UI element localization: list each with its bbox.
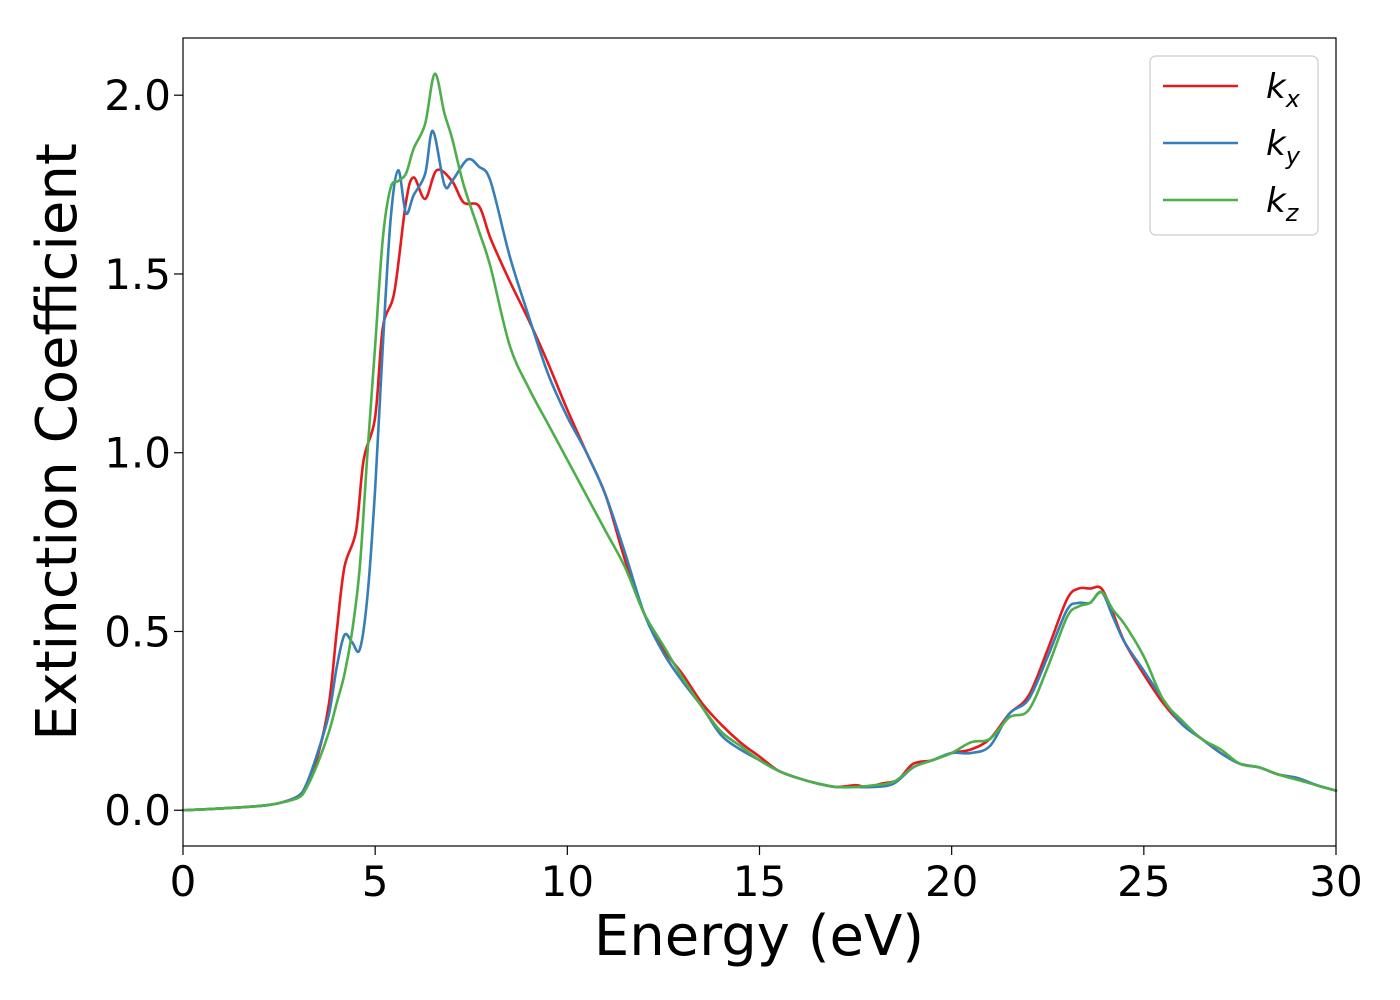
x-tick-label: 25 xyxy=(1117,857,1170,906)
x-tick-label: 30 xyxy=(1309,857,1362,906)
x-axis-title: Energy (eV) xyxy=(594,904,924,969)
y-axis: 0.0 0.5 1.0 1.5 2.0 xyxy=(104,71,183,835)
series-line-kz xyxy=(181,72,1338,812)
y-tick-label: 1.5 xyxy=(104,250,171,299)
y-tick-label: 0.0 xyxy=(104,786,171,835)
series-line-ky xyxy=(181,129,1338,812)
series-layer xyxy=(181,72,1338,812)
y-axis-title: Extinction Coefficient xyxy=(25,143,90,741)
legend-label-ky: ky xyxy=(1266,124,1301,170)
y-tick-label: 0.5 xyxy=(104,607,171,656)
legend-label-kx: kx xyxy=(1266,67,1301,113)
y-tick-label: 2.0 xyxy=(104,71,171,120)
x-tick-label: 15 xyxy=(733,857,786,906)
x-tick-label: 5 xyxy=(362,857,389,906)
x-axis: 0 5 10 15 20 25 30 xyxy=(170,846,1363,906)
legend-box xyxy=(1149,55,1319,236)
x-tick-label: 10 xyxy=(541,857,594,906)
x-tick-label: 20 xyxy=(925,857,978,906)
x-tick-label: 0 xyxy=(170,857,197,906)
y-tick-label: 1.0 xyxy=(104,429,171,478)
